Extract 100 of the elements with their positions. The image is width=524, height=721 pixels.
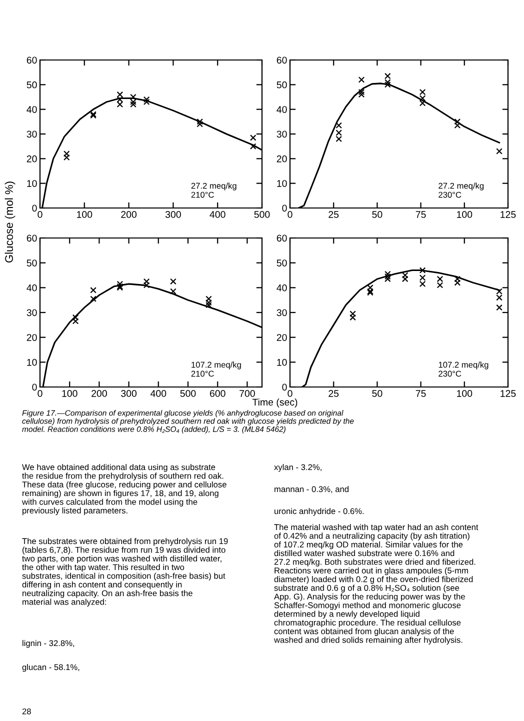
y-axis-title: Glucose (mol %) xyxy=(4,182,16,262)
point xyxy=(454,118,461,125)
point xyxy=(63,150,70,157)
annotation: 27.2 meq/kg 210°C xyxy=(191,182,236,198)
point xyxy=(336,122,342,129)
point xyxy=(454,280,461,286)
point xyxy=(358,91,365,98)
x-tick-label: 0 xyxy=(38,211,42,218)
y-tick-label: 20 xyxy=(276,334,287,341)
x-tick-label: 0 xyxy=(288,390,292,397)
annotation: 107.2 meq/kg 230°C xyxy=(438,362,488,377)
x-tick-label: 400 xyxy=(210,211,226,218)
x-tick-label: 25 xyxy=(328,211,339,218)
y-tick-label: 50 xyxy=(276,81,287,88)
annotation: 107.2 meq/kg 210°C xyxy=(191,362,241,377)
y-tick-label: 40 xyxy=(276,106,287,113)
point xyxy=(130,101,136,108)
point xyxy=(350,310,356,317)
x-tick-label: 25 xyxy=(328,390,339,397)
point xyxy=(384,270,391,278)
point xyxy=(436,282,444,288)
point xyxy=(384,82,391,88)
point xyxy=(72,318,79,324)
text: xylan - 3.2%, xyxy=(274,464,322,472)
point xyxy=(358,88,365,96)
point xyxy=(402,276,408,282)
y-tick-label: 40 xyxy=(26,284,37,292)
point xyxy=(419,267,426,274)
point xyxy=(90,296,96,302)
x-tick-label: 500 xyxy=(254,211,270,218)
text: glucan - 58.1%, xyxy=(22,664,80,672)
point xyxy=(384,79,391,86)
point xyxy=(454,276,461,282)
point xyxy=(419,95,426,102)
x-tick-label: 300 xyxy=(121,390,137,397)
point xyxy=(350,314,356,321)
x-tick-label: 50 xyxy=(372,390,382,397)
y-tick-label: 0 xyxy=(32,384,37,391)
point xyxy=(63,154,70,161)
x-tick-label: 100 xyxy=(62,390,78,397)
point xyxy=(419,274,426,281)
point xyxy=(116,91,124,98)
point xyxy=(419,100,426,106)
point xyxy=(358,76,365,83)
point xyxy=(419,280,426,288)
y-tick-label: 60 xyxy=(276,234,287,242)
point xyxy=(170,278,176,285)
point xyxy=(496,288,502,295)
y-tick-label: 60 xyxy=(26,234,37,242)
point xyxy=(90,286,96,294)
x-tick-label: 200 xyxy=(121,211,137,218)
y-tick-label: 20 xyxy=(276,155,287,162)
x-tick-label: 100 xyxy=(77,211,92,218)
point xyxy=(143,98,150,106)
point xyxy=(206,299,212,306)
y-tick-label: 10 xyxy=(27,358,37,366)
point xyxy=(116,280,124,288)
point xyxy=(336,136,342,142)
y-tick-label: 60 xyxy=(26,56,37,64)
y-tick-label: 50 xyxy=(26,81,37,88)
text: We have obtained additional data using as substrate the residue from the prehydrolysis of southern red oak. These data (free glucose, reducing power and cellulose remaining) are shown in figures 17, 18, and 19, along with curves calculated from the model using the previously listed parameters. xyxy=(22,464,226,516)
point xyxy=(206,296,212,302)
point xyxy=(496,148,502,154)
point xyxy=(143,96,150,103)
point xyxy=(384,72,391,80)
y-tick-label: 10 xyxy=(277,180,287,187)
point xyxy=(250,143,256,150)
point xyxy=(196,118,203,125)
y-tick-label: 0 xyxy=(282,384,287,391)
y-tick-label: 40 xyxy=(276,284,287,292)
point xyxy=(206,302,212,308)
y-tick-label: 30 xyxy=(26,309,37,316)
text: mannan - 0.3%, and xyxy=(274,486,349,494)
text: 28 xyxy=(22,708,31,714)
x-tick-label: 75 xyxy=(416,390,426,397)
x-tick-label: 100 xyxy=(457,390,472,397)
x-tick-label: 600 xyxy=(210,390,226,397)
point xyxy=(336,130,342,136)
y-tick-label: 30 xyxy=(26,130,37,138)
x-tick-label: 0 xyxy=(38,390,42,397)
point xyxy=(170,288,176,295)
point xyxy=(367,284,374,291)
text: uronic anhydride - 0.6%. xyxy=(274,508,364,516)
x-tick-label: 400 xyxy=(150,390,166,397)
point xyxy=(419,88,426,96)
point xyxy=(402,272,408,278)
point xyxy=(196,120,203,128)
y-tick-label: 50 xyxy=(26,260,37,266)
point xyxy=(496,294,502,301)
y-tick-label: 0 xyxy=(282,204,287,212)
y-tick-label: 40 xyxy=(26,106,37,113)
point xyxy=(116,96,124,103)
text: The material washed with tap water had an ash content of 0.42% and a neutralizing capacity (by ash titration) of 107.2 meq/kg OD material. Similar values for the distilled water washed substrate were 0.16% and 27.2 meq/kg. Both substrates were dried and fiberized. Reactions were carried out in glass ampoules (5-mm diameter) loaded with 0.2 g of the oven-dried fiberized substrate and 0.6 g of a 0.8% H₂SO₄ solution (see App. G). Analysis for the reducing power was by the Schaffer-Somogyi method and monomeric glucose determined by a newly developed liquid chromatographic procedure. The residual cellulose content was obtained from glucan analysis of the washed and dried solids remaining after hydrolysis. xyxy=(274,524,478,645)
x-tick-label: 300 xyxy=(165,211,181,218)
text: The substrates were obtained from prehydrolysis run 19 (tables 6,7,8). The residue from run 19 was divided into two parts, one portion was washed with distilled water, the other with tap water. This resulted in two substrates, identical in composition (ash-free basis) but differing in ash content and consequently in neutralizing capacity. On an ash-free basis the material was analyzed: xyxy=(22,538,228,606)
x-tick-label: 50 xyxy=(372,211,382,218)
x-axis-title: Time (sec) xyxy=(252,398,298,408)
annotation: 27.2 meq/kg 230°C xyxy=(438,182,484,198)
y-tick-label: 20 xyxy=(26,334,37,341)
x-tick-label: 700 xyxy=(240,390,255,397)
